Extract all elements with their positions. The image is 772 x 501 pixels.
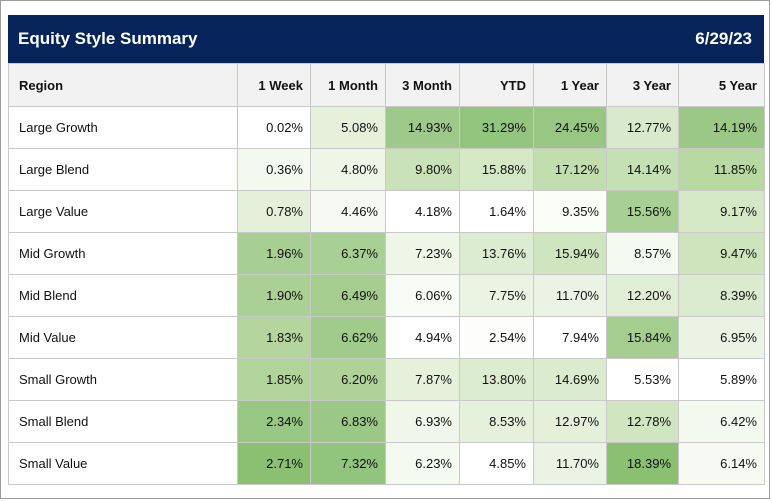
region-cell: Small Value (8, 442, 238, 485)
summary-panel: Equity Style Summary 6/29/23 Region 1 Wee… (8, 15, 765, 485)
return-cell: 14.14% (606, 148, 679, 191)
return-cell: 12.77% (606, 106, 679, 149)
return-cell: 13.80% (459, 358, 534, 401)
return-cell: 9.35% (533, 190, 607, 233)
return-cell: 4.94% (385, 316, 460, 359)
table-row: Mid Value 1.83% 6.62% 4.94% 2.54% 7.94% 15.84%… (8, 316, 765, 359)
table-row: Large Blend 0.36% 4.80% 9.80% 15.88% 17.12% 14… (8, 148, 765, 191)
return-cell: 6.42% (678, 400, 765, 443)
as-of-date: 6/29/23 (695, 29, 752, 48)
return-cell: 6.37% (310, 232, 386, 275)
return-cell: 6.14% (678, 442, 765, 485)
return-cell: 13.76% (459, 232, 534, 275)
return-cell: 11.70% (533, 274, 607, 317)
column-header: 1 Year (533, 63, 607, 107)
return-cell: 6.83% (310, 400, 386, 443)
return-cell: 7.23% (385, 232, 460, 275)
table-row: Mid Blend 1.90% 6.49% 6.06% 7.75% 11.70% 12.20… (8, 274, 765, 317)
return-cell: 6.49% (310, 274, 386, 317)
page-title: Equity Style Summary (18, 29, 198, 48)
return-cell: 1.64% (459, 190, 534, 233)
return-cell: 9.80% (385, 148, 460, 191)
column-header: 3 Year (606, 63, 679, 107)
return-cell: 12.78% (606, 400, 679, 443)
return-cell: 9.47% (678, 232, 765, 275)
return-cell: 6.20% (310, 358, 386, 401)
return-cell: 7.75% (459, 274, 534, 317)
table-row: Large Growth 0.02% 5.08% 14.93% 31.29% 24.45%… (8, 106, 765, 149)
return-cell: 12.97% (533, 400, 607, 443)
return-cell: 15.94% (533, 232, 607, 275)
return-cell: 15.56% (606, 190, 679, 233)
table-row: Small Growth 1.85% 6.20% 7.87% 13.80% 14.69% 5… (8, 358, 765, 401)
return-cell: 0.78% (237, 190, 311, 233)
return-cell: 0.36% (237, 148, 311, 191)
return-cell: 14.93% (385, 106, 460, 149)
return-cell: 6.95% (678, 316, 765, 359)
return-cell: 8.53% (459, 400, 534, 443)
return-cell: 4.18% (385, 190, 460, 233)
return-cell: 11.70% (533, 442, 607, 485)
column-header: 1 Month (310, 63, 386, 107)
return-cell: 2.54% (459, 316, 534, 359)
column-header: 3 Month (385, 63, 460, 107)
return-cell: 15.88% (459, 148, 534, 191)
return-cell: 1.83% (237, 316, 311, 359)
return-cell: 31.29% (459, 106, 534, 149)
region-cell: Small Growth (8, 358, 238, 401)
return-cell: 5.08% (310, 106, 386, 149)
return-cell: 4.46% (310, 190, 386, 233)
return-cell: 1.96% (237, 232, 311, 275)
return-cell: 1.90% (237, 274, 311, 317)
return-cell: 1.85% (237, 358, 311, 401)
return-cell: 11.85% (678, 148, 765, 191)
column-header: YTD (459, 63, 534, 107)
return-cell: 14.19% (678, 106, 765, 149)
region-cell: Mid Value (8, 316, 238, 359)
return-cell: 7.32% (310, 442, 386, 485)
return-cell: 8.39% (678, 274, 765, 317)
return-cell: 17.12% (533, 148, 607, 191)
return-cell: 2.71% (237, 442, 311, 485)
return-cell: 6.93% (385, 400, 460, 443)
table-row: Small Value 2.71% 7.32% 6.23% 4.85% 11.70% 18.… (8, 442, 765, 485)
return-cell: 18.39% (606, 442, 679, 485)
region-cell: Large Blend (8, 148, 238, 191)
return-cell: 5.89% (678, 358, 765, 401)
region-cell: Large Growth (8, 106, 238, 149)
table-row: Large Value 0.78% 4.46% 4.18% 1.64% 9.35% 15.5… (8, 190, 765, 233)
return-cell: 0.02% (237, 106, 311, 149)
region-cell: Small Blend (8, 400, 238, 443)
return-cell: 12.20% (606, 274, 679, 317)
equity-style-table: Region 1 Week 1 Month 3 Month YTD 1 Year 3 Yea… (8, 63, 765, 485)
table-body: Large Growth 0.02% 5.08% 14.93% 31.29% 24.45%… (8, 106, 765, 485)
region-cell: Mid Growth (8, 232, 238, 275)
return-cell: 7.87% (385, 358, 460, 401)
return-cell: 14.69% (533, 358, 607, 401)
return-cell: 9.17% (678, 190, 765, 233)
return-cell: 6.23% (385, 442, 460, 485)
column-header: 1 Week (237, 63, 311, 107)
table-row: Mid Growth 1.96% 6.37% 7.23% 13.76% 15.94% 8.5… (8, 232, 765, 275)
title-bar: Equity Style Summary 6/29/23 (8, 15, 764, 63)
return-cell: 24.45% (533, 106, 607, 149)
return-cell: 4.80% (310, 148, 386, 191)
return-cell: 7.94% (533, 316, 607, 359)
column-header-region: Region (8, 63, 238, 107)
table-row: Small Blend 2.34% 6.83% 6.93% 8.53% 12.97% 12.… (8, 400, 765, 443)
return-cell: 15.84% (606, 316, 679, 359)
region-cell: Large Value (8, 190, 238, 233)
return-cell: 8.57% (606, 232, 679, 275)
region-cell: Mid Blend (8, 274, 238, 317)
return-cell: 6.06% (385, 274, 460, 317)
return-cell: 5.53% (606, 358, 679, 401)
return-cell: 6.62% (310, 316, 386, 359)
return-cell: 2.34% (237, 400, 311, 443)
header-row: Region 1 Week 1 Month 3 Month YTD 1 Year 3 Yea… (8, 63, 765, 107)
column-header: 5 Year (678, 63, 765, 107)
return-cell: 4.85% (459, 442, 534, 485)
